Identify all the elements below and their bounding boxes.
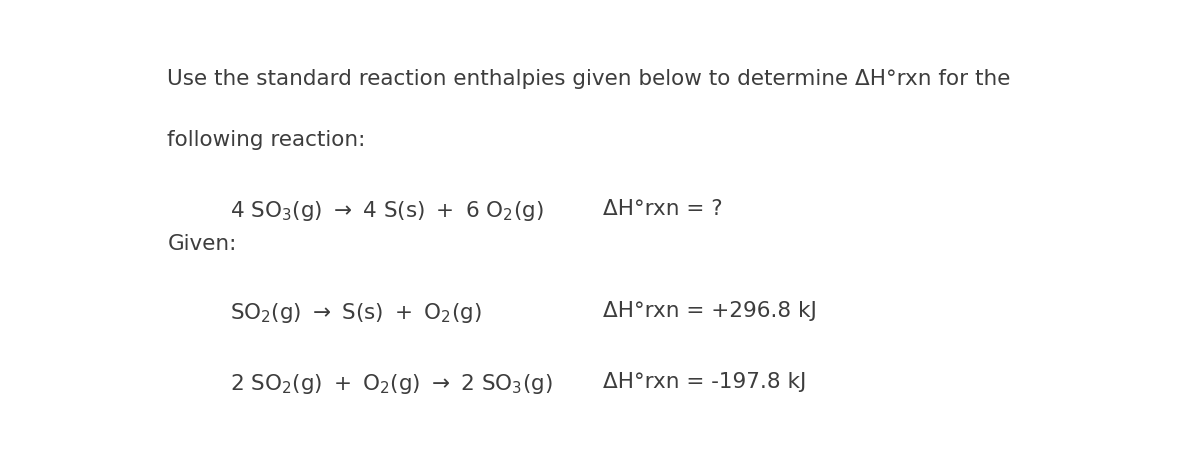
- Text: ΔH°rxn = ?: ΔH°rxn = ?: [603, 198, 722, 218]
- Text: ΔH°rxn = -197.8 kJ: ΔH°rxn = -197.8 kJ: [603, 371, 807, 392]
- Text: Use the standard reaction enthalpies given below to determine ΔH°rxn for the: Use the standard reaction enthalpies giv…: [167, 69, 1010, 89]
- Text: $\mathregular{4\ SO_3(g)\ \rightarrow\ 4\ S(s)\ +\ 6\ O_2(g)}$: $\mathregular{4\ SO_3(g)\ \rightarrow\ 4…: [230, 198, 543, 222]
- Text: $\mathregular{2\ SO_2(g)\ +\ O_2(g)\ \rightarrow\ 2\ SO_3(g)}$: $\mathregular{2\ SO_2(g)\ +\ O_2(g)\ \ri…: [230, 371, 553, 395]
- Text: $\mathregular{SO_2(g)\ \rightarrow\ S(s)\ +\ O_2(g)}$: $\mathregular{SO_2(g)\ \rightarrow\ S(s)…: [230, 301, 482, 325]
- Text: following reaction:: following reaction:: [167, 129, 366, 149]
- Text: Given:: Given:: [167, 234, 237, 253]
- Text: ΔH°rxn = +296.8 kJ: ΔH°rxn = +296.8 kJ: [603, 301, 818, 321]
